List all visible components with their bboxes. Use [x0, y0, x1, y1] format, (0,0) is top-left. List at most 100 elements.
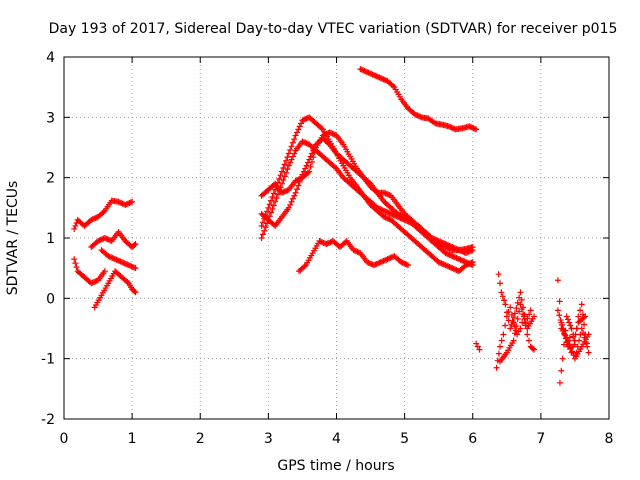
data-point	[375, 73, 382, 80]
data-point	[281, 173, 288, 180]
data-point	[269, 206, 276, 213]
data-point	[584, 343, 591, 350]
series-track-5	[91, 268, 139, 311]
data-point	[384, 256, 391, 263]
data-point	[124, 261, 131, 268]
data-point	[464, 249, 471, 256]
data-point	[442, 262, 449, 269]
data-point	[402, 217, 409, 224]
data-point	[112, 256, 119, 263]
data-point	[509, 317, 516, 324]
data-point	[445, 263, 452, 270]
data-point	[376, 259, 383, 266]
data-point	[564, 316, 571, 323]
data-point	[370, 72, 377, 79]
data-point	[274, 191, 281, 198]
data-point	[288, 143, 295, 150]
data-point	[101, 268, 108, 275]
data-point	[452, 266, 459, 273]
data-point	[554, 307, 561, 314]
data-point	[438, 260, 445, 267]
data-point	[517, 301, 524, 308]
data-point	[502, 322, 509, 329]
data-point	[124, 279, 131, 286]
data-point	[554, 277, 561, 284]
data-point	[467, 260, 474, 267]
data-point	[445, 245, 452, 252]
data-point	[568, 325, 575, 332]
data-point	[126, 200, 133, 207]
series-track-8	[258, 129, 476, 257]
data-point	[127, 262, 134, 269]
data-point	[89, 279, 96, 286]
data-point	[392, 212, 399, 219]
data-point	[401, 216, 408, 223]
data-point	[99, 236, 106, 243]
data-point	[559, 355, 566, 362]
data-point	[382, 208, 389, 215]
data-point	[280, 177, 287, 184]
data-point	[566, 341, 573, 348]
data-point	[413, 111, 420, 118]
data-point	[108, 254, 115, 261]
data-point	[306, 168, 313, 175]
data-point	[443, 250, 450, 257]
data-point	[387, 254, 394, 261]
chart-title: Day 193 of 2017, Sidereal Day-to-day VTE…	[49, 21, 618, 37]
data-point	[291, 150, 298, 157]
data-point	[390, 253, 397, 260]
data-point	[500, 331, 507, 338]
data-point	[118, 259, 125, 266]
data-point	[322, 131, 329, 138]
data-point	[324, 240, 331, 247]
data-point	[289, 195, 296, 202]
data-point	[385, 191, 392, 198]
data-point	[92, 215, 99, 222]
data-point	[131, 264, 138, 271]
data-point	[386, 210, 393, 217]
data-point	[292, 177, 299, 184]
data-point	[308, 150, 315, 157]
data-point	[567, 322, 574, 329]
data-point	[72, 260, 79, 267]
data-point	[259, 219, 266, 226]
data-point	[310, 147, 317, 154]
data-point	[460, 248, 467, 255]
data-point	[510, 314, 517, 321]
data-point	[511, 310, 518, 317]
data-point	[521, 315, 528, 322]
data-point	[388, 210, 394, 217]
data-point	[119, 200, 126, 207]
data-point	[328, 238, 335, 245]
y-axis-label: SDTVAR / TECUs	[5, 181, 21, 296]
x-tick-label: 4	[332, 431, 341, 447]
data-point	[557, 317, 564, 324]
series-cluster-2	[554, 277, 592, 386]
data-point	[129, 198, 136, 205]
data-point	[442, 244, 449, 251]
data-point	[437, 241, 444, 248]
data-point	[394, 213, 401, 220]
data-point	[365, 69, 372, 76]
data-point	[446, 245, 453, 252]
data-point	[89, 216, 96, 223]
y-tick-label: 2	[46, 171, 55, 187]
data-point	[517, 289, 524, 296]
data-point	[295, 126, 302, 133]
data-point	[575, 313, 582, 320]
x-tick-label: 5	[400, 431, 409, 447]
data-point	[467, 248, 474, 255]
data-point	[280, 165, 287, 172]
data-point	[518, 306, 525, 313]
data-point	[300, 168, 307, 175]
data-point	[449, 265, 456, 272]
data-point	[468, 259, 475, 266]
data-point	[114, 257, 121, 264]
data-point	[390, 212, 397, 219]
data-point	[379, 75, 386, 82]
data-point	[90, 215, 97, 222]
data-point	[524, 331, 531, 338]
x-tick-label: 2	[196, 431, 205, 447]
data-point	[447, 123, 454, 130]
y-tick-label: 1	[46, 231, 55, 247]
